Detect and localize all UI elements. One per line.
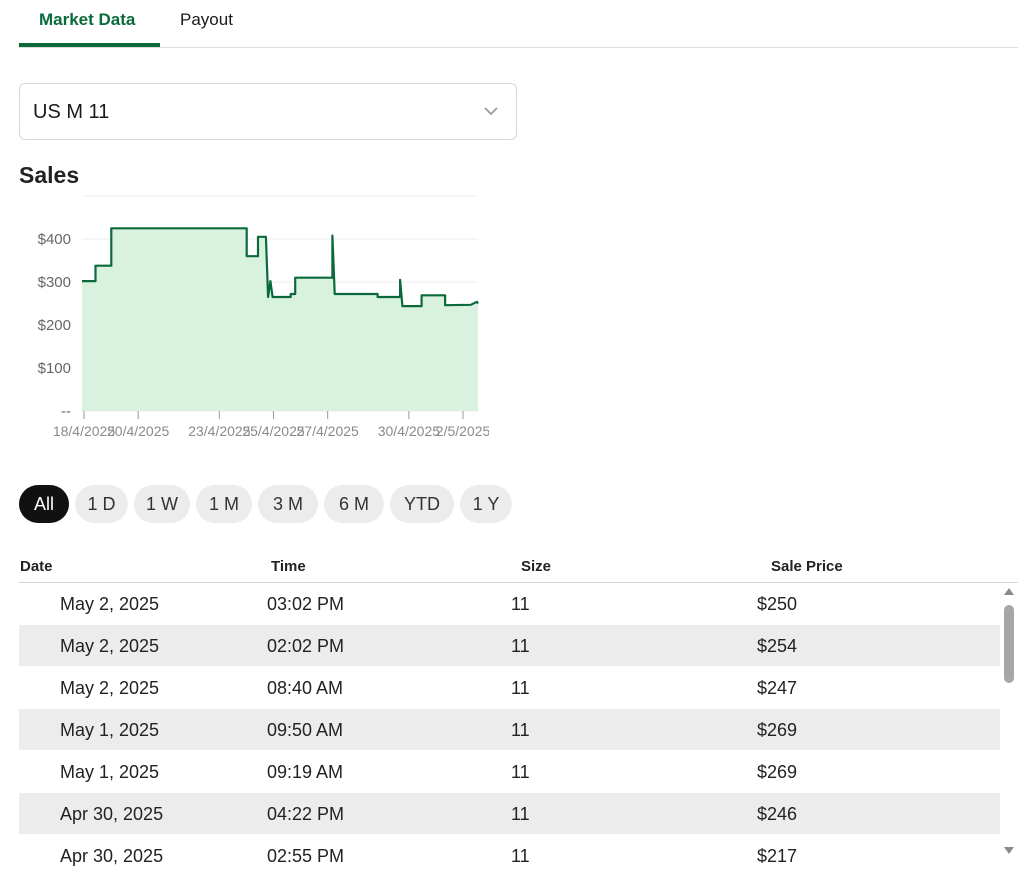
cell-size: 11 (511, 846, 530, 866)
cell-date: May 2, 2025 (60, 636, 160, 656)
range-ytd-button[interactable]: YTD (390, 485, 454, 523)
range-1y-button[interactable]: 1 Y (460, 485, 512, 523)
column-header-time[interactable]: Time (271, 558, 306, 575)
y-tick-label: $300 (38, 274, 71, 291)
range-1m-button[interactable]: 1 M (196, 485, 252, 523)
cell-size: 11 (511, 678, 530, 698)
cell-time: 09:19 AM (267, 762, 344, 782)
cell-size: 11 (511, 636, 530, 656)
x-tick-label: 25/4/2025 (242, 423, 304, 439)
x-tick-label: 20/4/2025 (107, 423, 169, 439)
sales-area (82, 228, 478, 411)
range-1w-button[interactable]: 1 W (134, 485, 190, 523)
sales-line (82, 227, 479, 308)
scroll-up-arrow-icon[interactable] (1004, 588, 1014, 595)
column-header-sale-price[interactable]: Sale Price (771, 558, 843, 575)
table-scrollbar[interactable] (1000, 583, 1018, 861)
cell-size: 11 (511, 762, 530, 782)
size-select-value: US M 11 (33, 101, 110, 123)
y-tick-label: $200 (38, 317, 71, 334)
table-row: May 1, 2025 09:19 AM 11 $269 (19, 751, 1000, 792)
cell-date: May 1, 2025 (60, 762, 160, 782)
cell-time: 09:50 AM (267, 720, 344, 740)
tab-market-data[interactable]: Market Data (39, 10, 136, 29)
cell-date: May 1, 2025 (60, 720, 160, 740)
cell-sale-price: $269 (757, 720, 798, 740)
y-tick-label: $400 (38, 231, 71, 248)
cell-sale-price: $246 (757, 804, 798, 824)
sales-title: Sales (19, 162, 80, 188)
range-1d-button[interactable]: 1 D (75, 485, 128, 523)
table-row: Apr 30, 2025 04:22 PM 11 $246 (19, 793, 1000, 834)
cell-sale-price: $217 (757, 846, 798, 866)
chevron-down-icon (484, 107, 498, 116)
range-all-button[interactable]: All (19, 485, 69, 523)
cell-size: 11 (511, 594, 530, 614)
sales-table-header: Date Time Size Sale Price (19, 553, 1018, 583)
cell-time: 02:55 PM (267, 846, 345, 866)
scroll-down-arrow-icon[interactable] (1004, 847, 1014, 854)
cell-date: Apr 30, 2025 (60, 846, 164, 866)
x-tick-label: 30/4/2025 (378, 423, 440, 439)
sales-table-body: May 2, 2025 03:02 PM 11 $250 May 2, 2025… (19, 583, 1000, 878)
cell-time: 04:22 PM (267, 804, 345, 824)
cell-sale-price: $269 (757, 762, 798, 782)
tab-bar: Market Data Payout (19, 0, 1018, 48)
y-tick-label: $100 (38, 360, 71, 377)
cell-size: 11 (511, 720, 530, 740)
cell-time: 03:02 PM (267, 594, 345, 614)
cell-date: May 2, 2025 (60, 678, 160, 698)
range-6m-button[interactable]: 6 M (324, 485, 384, 523)
size-select[interactable]: US M 11 (19, 83, 517, 140)
cell-time: 02:02 PM (267, 636, 345, 656)
x-tick-label: 2/5/2025 (436, 423, 489, 439)
table-row: May 2, 2025 03:02 PM 11 $250 (19, 583, 1000, 624)
column-header-date[interactable]: Date (20, 558, 53, 575)
cell-sale-price: $254 (757, 636, 798, 656)
scrollbar-thumb[interactable] (1004, 605, 1014, 683)
cell-date: May 2, 2025 (60, 594, 160, 614)
tab-payout[interactable]: Payout (180, 10, 233, 29)
table-row: May 2, 2025 08:40 AM 11 $247 (19, 667, 1000, 708)
sales-chart: -- $100 $200 $300 $400 18/4/2025 20/4/2025 23/4… (19, 190, 489, 450)
cell-date: Apr 30, 2025 (60, 804, 164, 824)
x-tick-label: 23/4/2025 (188, 423, 250, 439)
table-row: Apr 30, 2025 02:55 PM 11 $217 (19, 835, 1000, 876)
table-row: May 1, 2025 09:50 AM 11 $269 (19, 709, 1000, 750)
column-header-size[interactable]: Size (521, 558, 552, 575)
cell-time: 08:40 AM (267, 678, 344, 698)
cell-sale-price: $247 (757, 678, 798, 698)
cell-size: 11 (511, 804, 530, 824)
table-row: May 2, 2025 02:02 PM 11 $254 (19, 625, 1000, 666)
range-3m-button[interactable]: 3 M (258, 485, 318, 523)
x-tick-label: 27/4/2025 (297, 423, 359, 439)
active-tab-indicator (19, 43, 160, 47)
x-tick-label: 18/4/2025 (53, 423, 115, 439)
y-tick-label: -- (61, 403, 71, 420)
cell-sale-price: $250 (757, 594, 798, 614)
